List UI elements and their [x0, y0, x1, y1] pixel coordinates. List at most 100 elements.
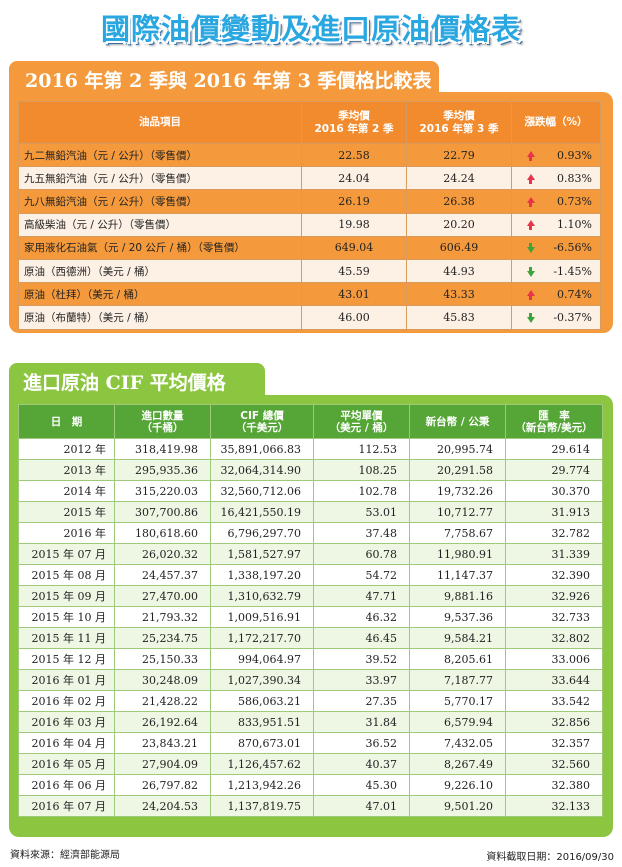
change-percent: 0.83%	[549, 166, 601, 191]
cif-row: 2016 年 05 月 27,904.09 1,126,457.62 40.37 8,2…	[18, 753, 603, 775]
cif-row: 2012 年 318,419.98 35,891,066.83 112.53 20,99…	[18, 438, 603, 460]
oil-item-name: 原油（西德洲）（美元 / 桶）	[18, 258, 302, 284]
header-cif-line1: CIF 總價	[240, 409, 284, 422]
ntd-per-kiloliter: 7,758.67	[409, 522, 506, 544]
period: 2016 年 03 月	[18, 711, 115, 733]
oil-item-name: 原油（布蘭特）（美元 / 桶）	[18, 305, 302, 330]
q2-average-price: 46.00	[301, 305, 407, 330]
cif-row: 2016 年 03 月 26,192.64 833,951.51 31.84 6,579…	[18, 711, 603, 733]
trend-down-icon	[511, 305, 550, 330]
price-comparison-table: 油品項目 季均價 2016 年第 2 季 季均價 2016 年第 3 季 漲跌幅…	[18, 101, 601, 330]
source-note: 資料來源：經濟部能源局	[10, 850, 120, 861]
exchange-rate: 33.542	[505, 690, 603, 712]
comparison-row: 九八無鉛汽油（元 / 公升）（零售價） 26.19 26.38 0.73%	[18, 189, 601, 214]
average-unit-price: 39.52	[313, 648, 410, 670]
ntd-per-kiloliter: 9,226.10	[409, 774, 506, 796]
exchange-rate: 32.560	[505, 753, 603, 775]
cif-row: 2014 年 315,220.03 32,560,712.06 102.78 19,73…	[18, 480, 603, 502]
cutoff-date-note: 資料截取日期：2016/09/30	[486, 852, 614, 863]
header-avg: 平均單價 （美元 / 桶）	[313, 404, 410, 439]
average-unit-price: 47.71	[313, 585, 410, 607]
import-quantity: 23,843.21	[114, 732, 211, 754]
comparison-heading-tab: 2016 年第 2 季與 2016 年第 3 季價格比較表	[9, 61, 439, 96]
exchange-rate: 32.926	[505, 585, 603, 607]
average-unit-price: 47.01	[313, 795, 410, 817]
exchange-rate: 32.733	[505, 606, 603, 628]
cif-total: 1,027,390.34	[210, 669, 314, 691]
period: 2015 年 12 月	[18, 648, 115, 670]
cif-total: 16,421,550.19	[210, 501, 314, 523]
cif-total: 1,126,457.62	[210, 753, 314, 775]
average-unit-price: 27.35	[313, 690, 410, 712]
header-cif-line2: （千美元）	[235, 421, 289, 434]
cif-total: 32,560,712.06	[210, 480, 314, 502]
cif-row: 2016 年 07 月 24,204.53 1,137,819.75 47.01 9,5…	[18, 795, 603, 817]
average-unit-price: 46.32	[313, 606, 410, 628]
average-unit-price: 112.53	[313, 438, 410, 460]
period: 2013 年	[18, 459, 115, 481]
average-unit-price: 54.72	[313, 564, 410, 586]
period: 2016 年 05 月	[18, 753, 115, 775]
period: 2015 年	[18, 501, 115, 523]
q3-average-price: 606.49	[406, 235, 512, 260]
cif-row: 2015 年 10 月 21,793.32 1,009,516.91 46.32 9,5…	[18, 606, 603, 628]
cif-total: 1,310,632.79	[210, 585, 314, 607]
trend-up-icon	[511, 189, 550, 214]
comparison-header-row: 油品項目 季均價 2016 年第 2 季 季均價 2016 年第 3 季 漲跌幅…	[18, 101, 601, 144]
header-qty: 進口數量 （千桶）	[114, 404, 211, 439]
period: 2016 年 04 月	[18, 732, 115, 754]
header-date: 日 期	[18, 404, 115, 439]
cif-total: 1,581,527.97	[210, 543, 314, 565]
comparison-row: 九二無鉛汽油（元 / 公升）（零售價） 22.58 22.79 0.93%	[18, 142, 601, 168]
average-unit-price: 33.97	[313, 669, 410, 691]
ntd-per-kiloliter: 9,881.16	[409, 585, 506, 607]
q2-average-price: 26.19	[301, 189, 407, 214]
import-quantity: 26,192.64	[114, 711, 211, 733]
cif-total: 994,064.97	[210, 648, 314, 670]
exchange-rate: 32.380	[505, 774, 603, 796]
cif-total: 870,673.01	[210, 732, 314, 754]
import-quantity: 24,204.53	[114, 795, 211, 817]
header-qty-line2: （千桶）	[141, 421, 184, 434]
cif-total: 1,172,217.70	[210, 627, 314, 649]
import-quantity: 295,935.36	[114, 459, 211, 481]
cif-header-row: 日 期 進口數量 （千桶） CIF 總價 （千美元） 平均單價 （美元 / 桶）…	[18, 404, 603, 439]
ntd-per-kiloliter: 20,291.58	[409, 459, 506, 481]
import-quantity: 307,700.86	[114, 501, 211, 523]
ntd-per-kiloliter: 9,501.20	[409, 795, 506, 817]
trend-up-icon	[511, 166, 550, 191]
oil-item-name: 九五無鉛汽油（元 / 公升）（零售價）	[18, 166, 302, 191]
q2-average-price: 24.04	[301, 166, 407, 191]
cif-total: 833,951.51	[210, 711, 314, 733]
cif-total: 1,137,819.75	[210, 795, 314, 817]
q3-average-price: 44.93	[406, 258, 512, 284]
trend-down-icon	[511, 235, 550, 260]
average-unit-price: 36.52	[313, 732, 410, 754]
ntd-per-kiloliter: 8,205.61	[409, 648, 506, 670]
cif-total: 586,063.21	[210, 690, 314, 712]
exchange-rate: 32.782	[505, 522, 603, 544]
import-quantity: 25,150.33	[114, 648, 211, 670]
import-quantity: 21,428.22	[114, 690, 211, 712]
import-quantity: 30,248.09	[114, 669, 211, 691]
average-unit-price: 31.84	[313, 711, 410, 733]
header-avg-line2: （美元 / 桶）	[329, 421, 394, 434]
change-percent: -0.37%	[549, 305, 601, 330]
q3-average-price: 45.83	[406, 305, 512, 330]
comparison-row: 原油（布蘭特）（美元 / 桶） 46.00 45.83 -0.37%	[18, 305, 601, 330]
exchange-rate: 29.614	[505, 438, 603, 460]
change-percent: 1.10%	[549, 212, 601, 237]
ntd-per-kiloliter: 6,579.94	[409, 711, 506, 733]
period: 2015 年 09 月	[18, 585, 115, 607]
header-item: 油品項目	[18, 101, 302, 144]
ntd-per-kiloliter: 11,980.91	[409, 543, 506, 565]
period: 2016 年 01 月	[18, 669, 115, 691]
comparison-row: 九五無鉛汽油（元 / 公升）（零售價） 24.04 24.24 0.83%	[18, 166, 601, 191]
q2-average-price: 22.58	[301, 142, 407, 168]
cif-heading-tab: 進口原油 CIF 平均價格	[9, 363, 265, 400]
period: 2016 年 06 月	[18, 774, 115, 796]
change-percent: 0.93%	[549, 142, 601, 168]
cif-total: 32,064,314.90	[210, 459, 314, 481]
oil-item-name: 九二無鉛汽油（元 / 公升）（零售價）	[18, 142, 302, 168]
average-unit-price: 53.01	[313, 501, 410, 523]
